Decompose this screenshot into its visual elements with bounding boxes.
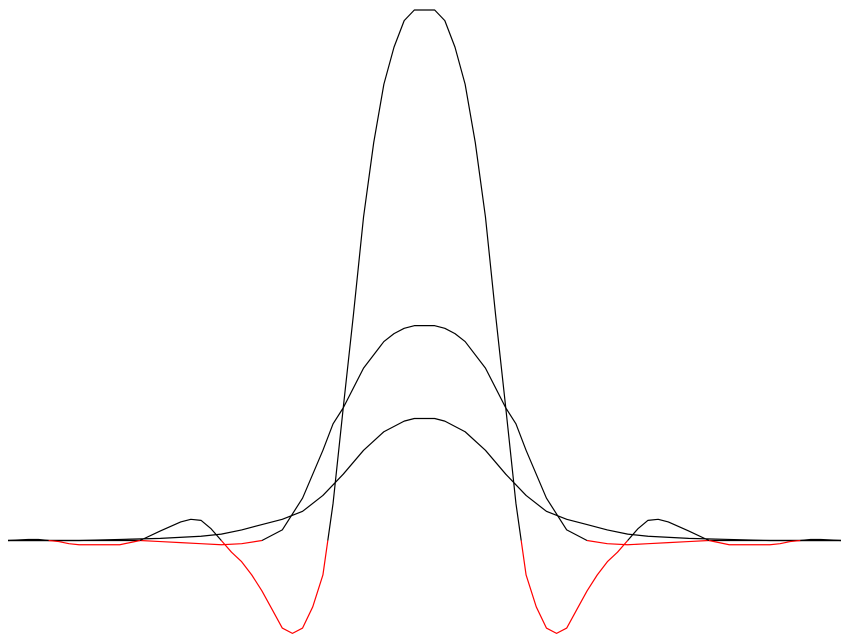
series-2-segment-2	[140, 539, 263, 546]
series-1	[8, 417, 841, 542]
series-2	[8, 325, 841, 546]
series-3-segment-8	[708, 539, 801, 546]
series-2-segment-3	[261, 325, 588, 542]
series-layer	[7, 9, 841, 634]
series-3	[7, 9, 841, 634]
series-3-segment-6	[520, 540, 629, 634]
series-3-segment-7	[627, 518, 710, 542]
series-2-segment-4	[586, 539, 709, 546]
series-3-segment-1	[7, 538, 49, 542]
series-3-segment-5	[327, 9, 522, 541]
series-1-segment-1	[8, 417, 841, 542]
series-3-segment-4	[220, 540, 329, 634]
series-3-segment-3	[139, 518, 222, 542]
series-3-segment-2	[48, 539, 141, 546]
series-3-segment-9	[800, 538, 841, 542]
